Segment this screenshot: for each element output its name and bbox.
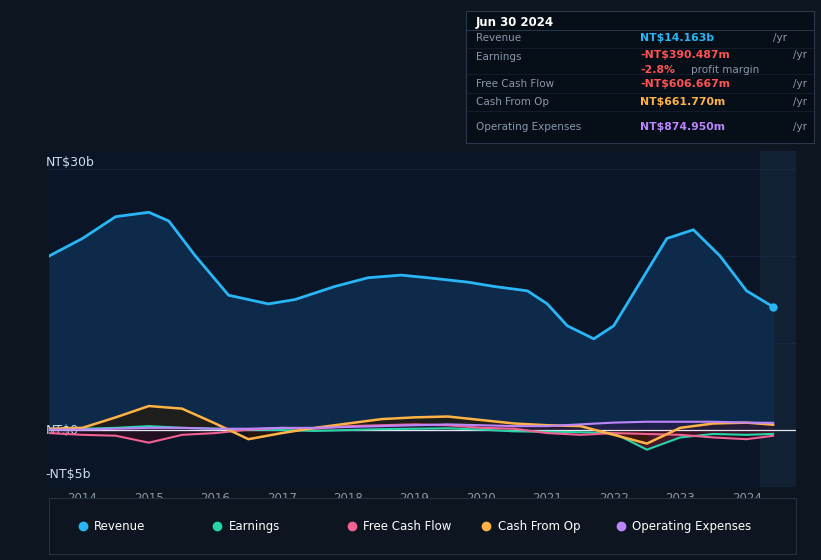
Text: /yr: /yr <box>793 50 808 59</box>
Text: -NT$606.667m: -NT$606.667m <box>640 78 730 88</box>
Text: /yr: /yr <box>793 78 808 88</box>
Text: NT$874.950m: NT$874.950m <box>640 122 725 132</box>
Text: Operating Expenses: Operating Expenses <box>632 520 751 533</box>
Text: NT$14.163b: NT$14.163b <box>640 32 714 43</box>
Text: Free Cash Flow: Free Cash Flow <box>363 520 452 533</box>
Text: -NT$5b: -NT$5b <box>45 468 91 480</box>
Text: Jun 30 2024: Jun 30 2024 <box>476 16 554 30</box>
Text: NT$0: NT$0 <box>45 424 79 437</box>
Text: /yr: /yr <box>793 97 808 107</box>
Text: NT$30b: NT$30b <box>45 156 94 169</box>
Text: Revenue: Revenue <box>476 32 521 43</box>
Text: -2.8%: -2.8% <box>640 65 675 75</box>
Text: Cash From Op: Cash From Op <box>476 97 549 107</box>
Text: -NT$390.487m: -NT$390.487m <box>640 50 730 59</box>
Text: /yr: /yr <box>793 122 808 132</box>
Text: Cash From Op: Cash From Op <box>498 520 580 533</box>
Text: Revenue: Revenue <box>94 520 145 533</box>
Text: profit margin: profit margin <box>690 65 759 75</box>
Text: NT$661.770m: NT$661.770m <box>640 97 725 107</box>
Text: Earnings: Earnings <box>476 52 521 62</box>
Bar <box>760 151 796 487</box>
Text: Earnings: Earnings <box>228 520 280 533</box>
Text: /yr: /yr <box>773 32 787 43</box>
Text: Operating Expenses: Operating Expenses <box>476 122 581 132</box>
Text: Free Cash Flow: Free Cash Flow <box>476 78 554 88</box>
